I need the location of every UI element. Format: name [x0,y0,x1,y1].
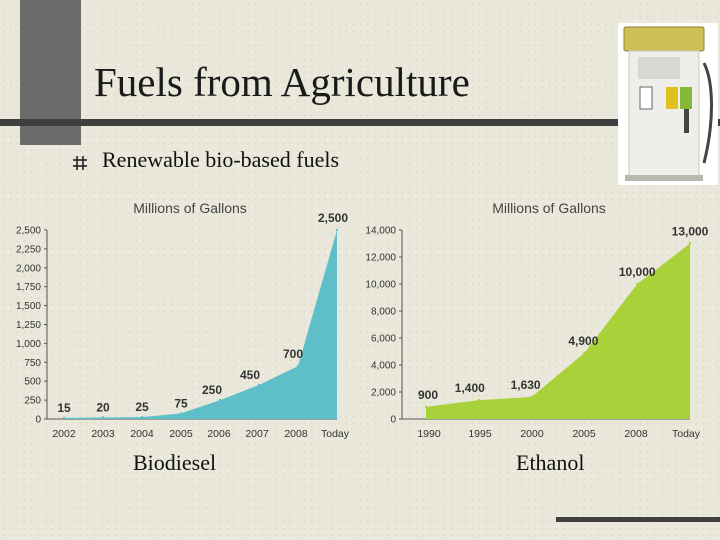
y-tick-label: 10,000 [365,280,396,291]
x-tick-label: 2007 [245,428,269,440]
biodiesel-chart: Millions of Gallons 0 250 500 750 1,000 1,250 1… [16,200,350,440]
gas-pump-image [618,23,718,185]
data-point [424,405,428,409]
data-label: 75 [174,396,188,410]
data-label: 20 [96,400,110,414]
data-label: 700 [283,347,303,361]
x-tick-label: 2005 [169,428,193,440]
data-label: 2,500 [318,211,348,225]
y-tick-label: 2,250 [16,244,41,255]
y-tick-label: 6,000 [371,334,396,345]
data-point [335,228,339,232]
x-tick-label: 2003 [91,428,115,440]
x-tick-label: 1995 [468,428,492,440]
y-tick-label: 250 [24,396,41,407]
x-tick-label: 2002 [52,428,76,440]
y-tick-label: 500 [24,377,41,388]
data-label: 10,000 [619,265,656,279]
y-tick-label: 12,000 [365,253,396,264]
bullet-icon [73,156,87,170]
x-tick-label: 1990 [417,428,441,440]
y-tick-label: 14,000 [365,226,396,237]
y-tick-label: 2,000 [371,388,396,399]
y-tick-label: 750 [24,358,41,369]
data-label: 250 [202,383,222,397]
y-tick-label: 4,000 [371,361,396,372]
y-tick-label: 8,000 [371,307,396,318]
y-tick-label: 1,250 [16,320,41,331]
slide-title: Fuels from Agriculture [94,59,470,105]
x-tick-label: 2000 [520,428,544,440]
data-point [179,412,183,415]
x-tick-label: 2004 [130,428,154,440]
y-tick-label: 2,000 [16,263,41,274]
y-tick-label: 0 [390,415,396,426]
y-tick-label: 0 [35,415,41,426]
x-tick-label: Today [672,428,701,440]
data-label: 4,900 [568,334,598,348]
data-point [62,416,66,420]
x-tick-label: 2005 [572,428,596,440]
bottom-accent-bar [556,517,720,522]
area-series [64,230,337,419]
data-point [530,395,533,399]
bullet-text: Renewable bio-based fuels [102,147,340,172]
y-tick-label: 1,750 [16,282,41,293]
data-point [477,398,480,402]
data-label: 1,630 [511,378,541,392]
ethanol-caption: Ethanol [516,450,585,475]
biodiesel-caption: Biodiesel [133,450,217,475]
chart-title: Millions of Gallons [133,200,247,216]
ethanol-chart: Millions of Gallons 0 2,000 4,000 6,000 8,000… [365,200,709,440]
data-point [218,398,222,402]
x-tick-label: 2008 [284,428,308,440]
data-label: 1,400 [455,381,485,395]
x-tick-label: Today [321,428,350,440]
x-tick-label: 2006 [207,428,231,440]
area-series [426,243,690,419]
data-label: 13,000 [672,225,709,239]
data-point [688,242,692,245]
y-tick-label: 1,000 [16,339,41,350]
chart-title: Millions of Gallons [492,200,606,216]
data-label: 900 [418,388,438,402]
data-label: 25 [135,400,149,414]
data-point [140,415,144,419]
data-point [583,351,586,355]
data-point [296,364,300,368]
data-point [101,416,105,419]
x-tick-label: 2008 [624,428,648,440]
data-label: 15 [57,401,71,415]
title-underline-bar [0,119,720,126]
data-label: 450 [240,368,260,382]
data-point [636,282,639,286]
data-point [257,383,261,387]
y-tick-label: 2,500 [16,226,41,237]
y-tick-label: 1,500 [16,301,41,312]
